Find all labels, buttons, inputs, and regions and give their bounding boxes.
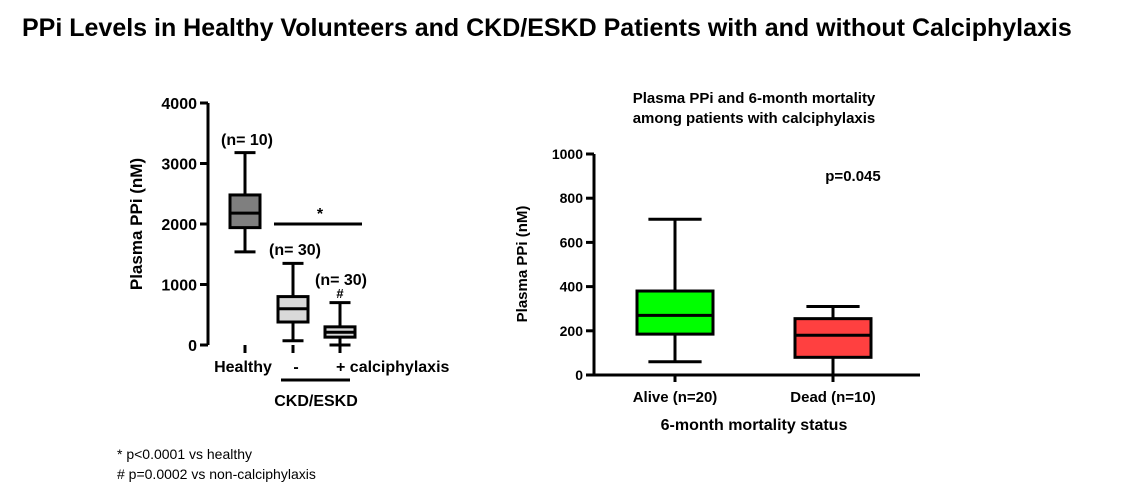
chart1-significance-star: * <box>317 206 324 223</box>
footnote-star: * p<0.0001 vs healthy <box>117 446 253 462</box>
chart2-p-value: p=0.045 <box>825 168 880 185</box>
chart1-y-tick-label: 2000 <box>161 217 197 234</box>
footnote-hash: # p=0.0002 vs non-calciphylaxis <box>117 466 316 482</box>
chart2-y-tick-label: 400 <box>560 279 584 295</box>
chart1-healthy-iqr <box>228 193 262 230</box>
chart1-y-tick-label: 3000 <box>161 157 197 174</box>
chart1-n-label-healthy: (n= 10) <box>221 132 273 149</box>
page-title: PPi Levels in Healthy Volunteers and CKD… <box>22 14 1072 42</box>
chart1-calciphylaxis-box <box>323 301 357 347</box>
chart1-group-label: CKD/ESKD <box>274 393 358 410</box>
chart2-dead-box <box>793 304 873 377</box>
chart2-title-line: Plasma PPi and 6-month mortality <box>633 90 876 107</box>
chart1-non-calciphylaxis-box <box>276 261 310 343</box>
chart2-alive-iqr <box>635 289 715 336</box>
chart1-y-tick-label: 0 <box>188 338 197 355</box>
chart2-alive-box <box>635 217 715 364</box>
chart1-y-tick-label: 4000 <box>161 96 197 113</box>
chart1-x-label-healthy: Healthy <box>214 359 272 376</box>
chart1-y-axis-label: Plasma PPi (nM) <box>127 158 146 290</box>
chart1-x-label-plus: + calciphylaxis <box>336 359 450 376</box>
chart2-title-line: among patients with calciphylaxis <box>633 110 876 127</box>
chart1-healthy-box <box>228 151 262 254</box>
chart1-x-label-minus: - <box>293 359 298 376</box>
chart2-y-tick-label: 1000 <box>552 146 583 162</box>
chart2-alive-x-label: Alive (n=20) <box>633 389 718 406</box>
chart2-y-tick-label: 800 <box>560 190 584 206</box>
chart1-n-label-calciphylaxis: (n= 30) <box>315 272 367 289</box>
chart2-dead-x-label: Dead (n=10) <box>790 389 875 406</box>
chart2-y-tick-label: 200 <box>560 323 584 339</box>
chart1-hash-marker: # <box>336 286 344 301</box>
chart1-n-label-non-calciphylaxis: (n= 30) <box>269 242 321 259</box>
chart2-y-tick-label: 600 <box>560 234 584 250</box>
chart2-y-tick-label: 0 <box>575 367 583 383</box>
chart2-y-axis-label: Plasma PPi (nM) <box>514 206 531 323</box>
chart2-dead-iqr <box>793 317 873 359</box>
chart1-y-tick-label: 1000 <box>161 278 197 295</box>
chart2-x-axis-label: 6-month mortality status <box>661 417 848 434</box>
